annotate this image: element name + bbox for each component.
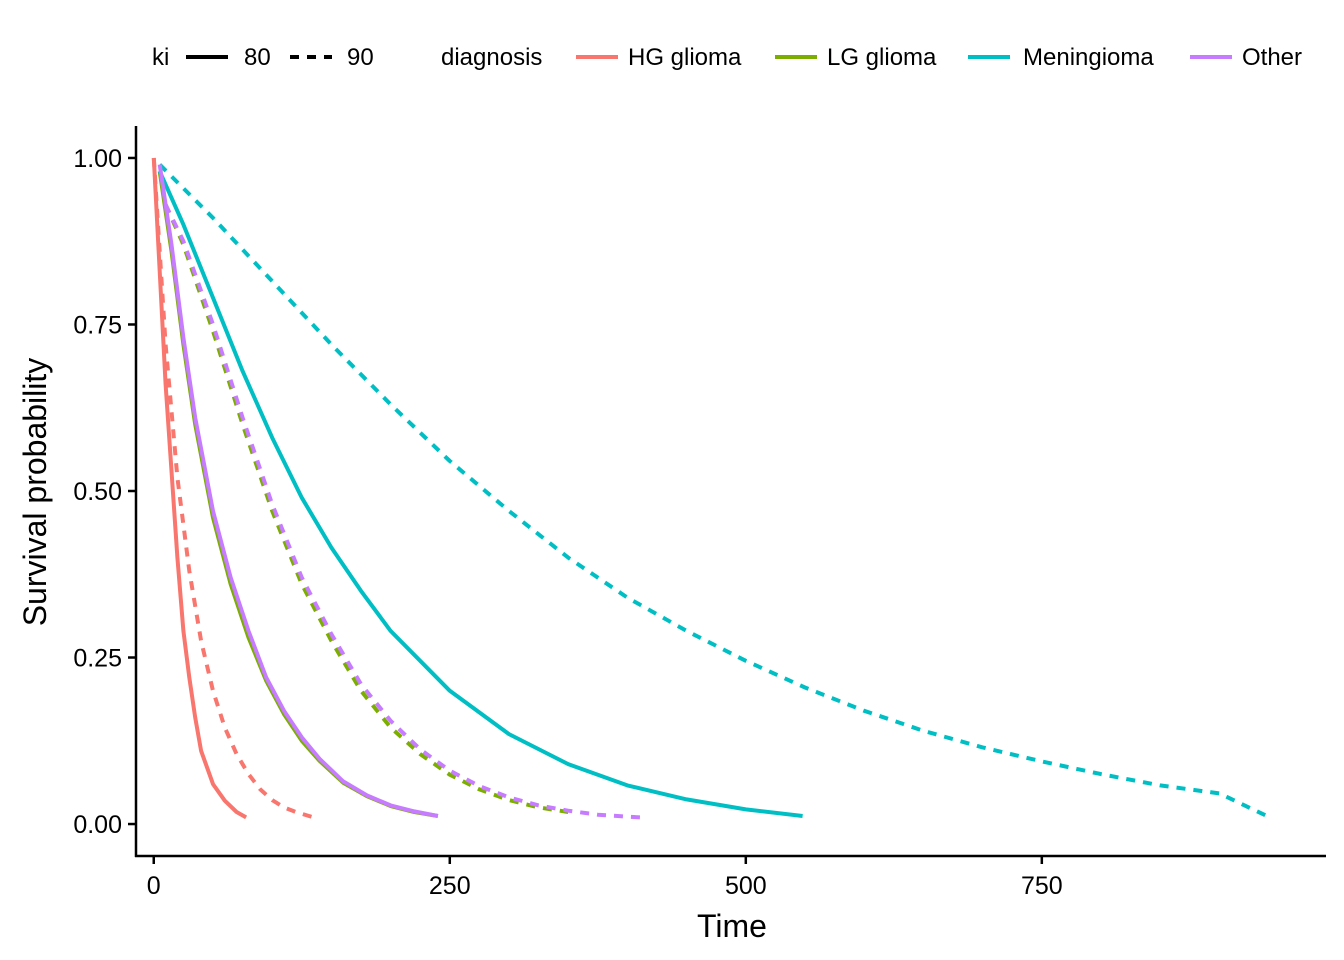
y-axis-title: Survival probability [17,358,53,627]
legend-label-lg-glioma: LG glioma [827,44,937,71]
y-tick-label: 0.25 [73,645,122,673]
axes: 0.00 0.25 0.50 0.75 1.00 0 250 500 750 [73,126,1326,900]
x-tick-label: 250 [429,872,471,900]
series-line-other-ki-80 [157,164,439,818]
legend-label-hg-glioma: HG glioma [628,44,742,71]
x-tick-label: 750 [1021,872,1063,900]
legend-title-ki: ki [152,44,169,71]
y-tick-label: 1.00 [73,145,122,173]
x-tick-label: 0 [147,872,161,900]
series-line-other-ki-90 [163,203,642,820]
legend-label-ki-90: 90 [347,44,374,71]
legend-label-ki-80: 80 [244,44,271,71]
legend: ki 80 90 diagnosis HG glioma LG glioma Meningi… [152,44,1302,71]
y-tick-label: 0.75 [73,311,122,339]
legend-label-other: Other [1242,44,1302,71]
series-line-meningioma-ki-80 [157,170,803,818]
plot-series [151,157,1268,820]
x-axis-title: Time [697,908,767,944]
y-tick-label: 0.00 [73,811,122,839]
series-line-lg-glioma-ki-90 [163,203,569,814]
x-tick-label: 500 [725,872,767,900]
series-line-meningioma-ki-90 [158,163,1268,818]
legend-title-diagnosis: diagnosis [441,44,542,71]
legend-label-meningioma: Meningioma [1023,44,1154,71]
series-line-hg-glioma-ki-80 [151,157,248,820]
y-tick-label: 0.50 [73,478,122,506]
